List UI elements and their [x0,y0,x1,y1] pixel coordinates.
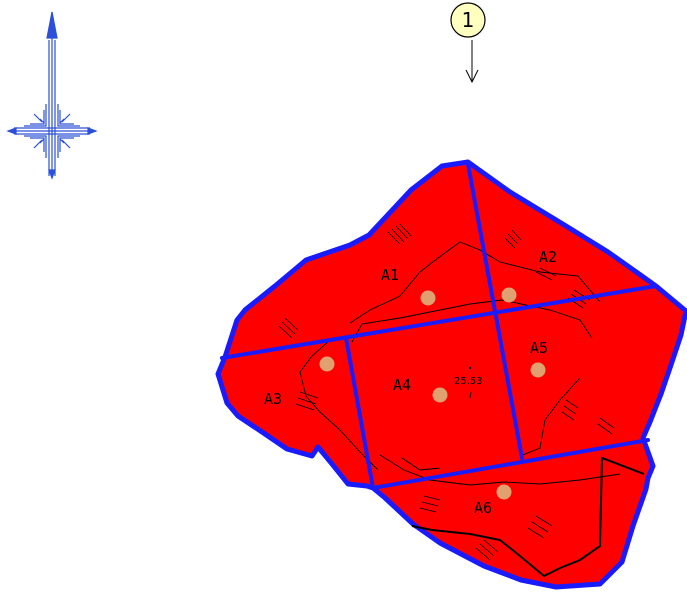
survey-point [530,362,546,378]
view-direction-marker: 1 [450,2,486,84]
survey-point [420,290,436,306]
survey-point [432,387,448,403]
compass-icon [6,11,98,180]
contour-lines [299,241,621,486]
route-line [411,456,645,578]
survey-point [319,356,335,372]
zone-divisions [220,162,658,490]
zone-label-a5: A5 [530,339,548,357]
survey-point [501,287,517,303]
zone-label-a4: A4 [393,376,411,394]
zone-label-a1: A1 [381,266,399,284]
view-marker-number: 1 [462,8,475,32]
zone-label-a6: A6 [474,499,492,517]
site-area [215,159,687,590]
survey-points [319,287,546,500]
zone-label-a3: A3 [264,390,282,408]
survey-point [496,484,512,500]
elevation-label: 25.53 [454,376,483,387]
zone-label-a2: A2 [539,248,557,266]
view-marker-circle [450,2,486,38]
elevation-dot [468,366,472,370]
